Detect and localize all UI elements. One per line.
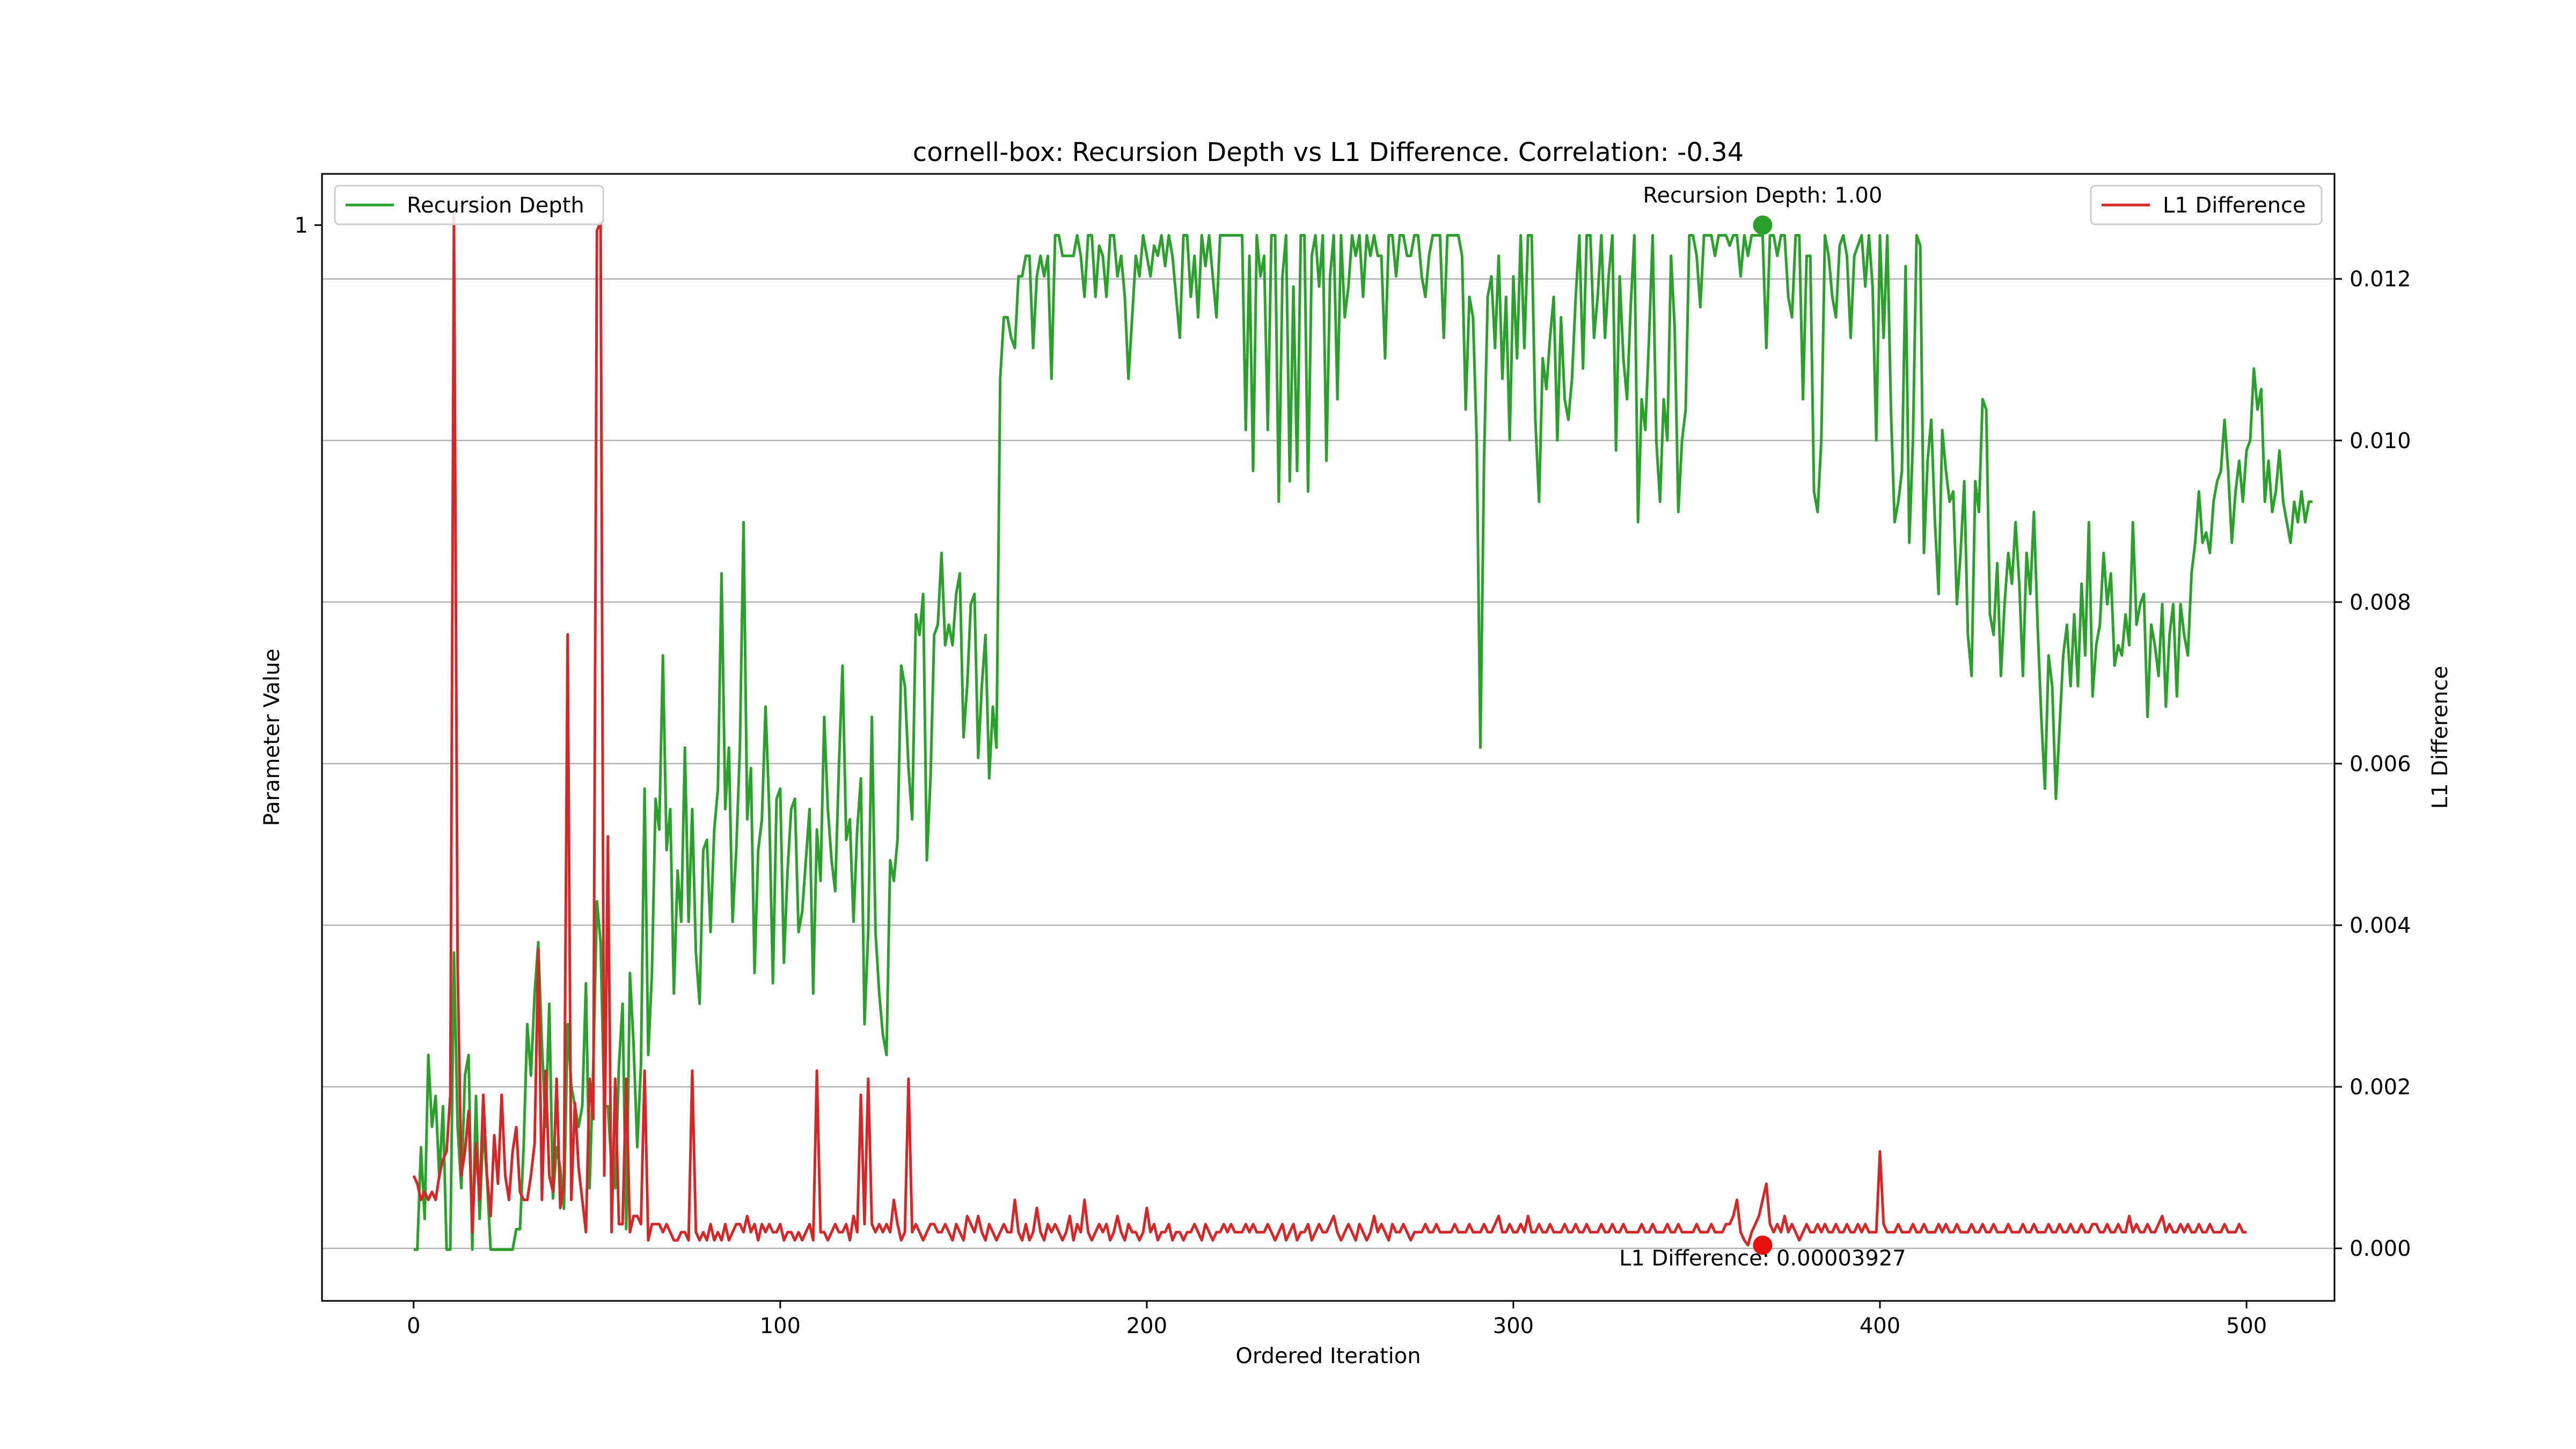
- y-right-tick-label: 0.006: [2350, 752, 2411, 777]
- recursion-depth-line: [413, 234, 2312, 1251]
- y-right-tick-label: 0.004: [2350, 913, 2411, 938]
- gridlines: [322, 278, 2334, 1249]
- x-tick-label: 400: [1860, 1314, 1900, 1338]
- legend-right-label: L1 Difference: [2163, 193, 2306, 218]
- x-tick-label: 300: [1493, 1314, 1534, 1338]
- x-tick-label: 500: [2226, 1314, 2267, 1338]
- y-right-tick-label: 0.012: [2350, 267, 2411, 292]
- y-right-tick-label: 0.010: [2350, 429, 2411, 453]
- recursion-depth-marker: [1753, 215, 1773, 235]
- y-axis-label-right: L1 Difference: [2428, 666, 2453, 809]
- x-tick-label: 0: [407, 1314, 420, 1338]
- y-axis-label-left: Parameter Value: [260, 649, 284, 826]
- x-tick-label: 200: [1126, 1314, 1167, 1338]
- legend-left-box: [334, 185, 604, 225]
- l1-difference-annotation: L1 Difference: 0.00003927: [1619, 1246, 1906, 1271]
- l1-difference-line: [412, 213, 2247, 1247]
- y-left-tick-label: 1: [295, 213, 308, 238]
- y-right-tick-label: 0.002: [2350, 1075, 2411, 1100]
- legend-left-label: Recursion Depth: [407, 193, 584, 218]
- y-right-tick-label: 0.008: [2350, 590, 2411, 615]
- y-right-tick-label: 0.000: [2350, 1236, 2411, 1261]
- legend-right: L1 Difference: [2090, 185, 2323, 225]
- x-tick-label: 100: [760, 1314, 801, 1338]
- plot-frame: [321, 173, 2336, 1302]
- l1-difference-marker: [1753, 1235, 1773, 1255]
- legend-left: Recursion Depth: [334, 185, 604, 225]
- legend-right-box: [2090, 185, 2323, 225]
- series-layer: [412, 213, 2312, 1251]
- axes-layer: 0 100 200 300 400 500 1 0.000 0.002 0.004 0.006 0.0…: [295, 213, 2411, 1338]
- recursion-depth-annotation: Recursion Depth: 1.00: [1643, 183, 1882, 208]
- chart-title: cornell-box: Recursion Depth vs L1 Diffe…: [913, 137, 1744, 167]
- annotations-layer: Recursion Depth: 1.00 L1 Difference: 0.00…: [1619, 183, 1906, 1271]
- x-axis-label: Ordered Iteration: [1235, 1344, 1421, 1368]
